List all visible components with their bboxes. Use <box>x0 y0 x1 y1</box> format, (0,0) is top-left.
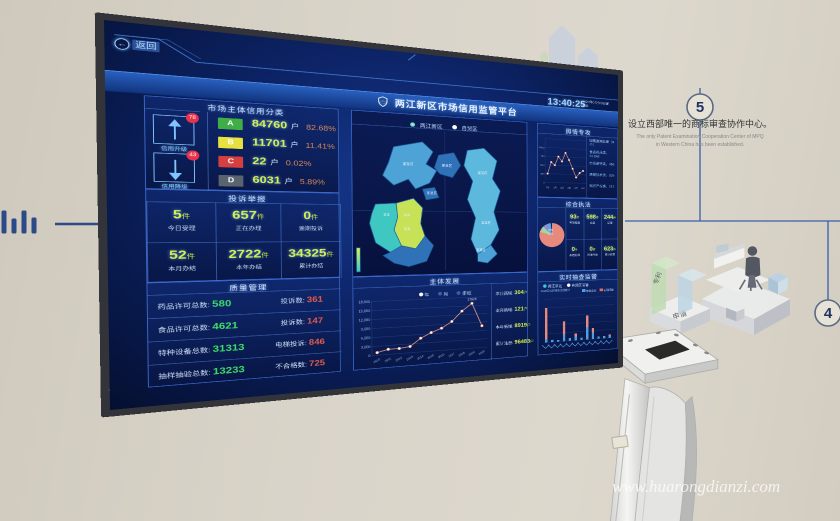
svg-text:12,000: 12,000 <box>359 318 371 322</box>
svg-text:The only Patent Examination Co: The only Patent Examination Cooperation … <box>636 134 763 140</box>
svg-text:2013: 2013 <box>405 355 414 362</box>
svg-text:2020: 2020 <box>478 349 486 355</box>
svg-text:2017: 2017 <box>448 352 456 358</box>
svg-text:750: 750 <box>540 155 544 158</box>
svg-text:6,000: 6,000 <box>361 336 371 340</box>
svg-text:5: 5 <box>696 99 704 116</box>
svg-text:4月: 4月 <box>567 187 570 190</box>
svg-text:3月: 3月 <box>560 187 563 190</box>
svg-text:2016: 2016 <box>437 352 445 359</box>
svg-text:4: 4 <box>824 305 833 322</box>
svg-text:0: 0 <box>368 354 370 358</box>
svg-text:某某: 某某 <box>404 226 411 230</box>
svg-text:设立西部唯一的商标审查协作中心。: 设立西部唯一的商标审查协作中心。 <box>628 118 772 129</box>
svg-text:2月: 2月 <box>553 186 556 189</box>
svg-text:某某: 某某 <box>383 212 390 216</box>
svg-text:2018: 2018 <box>458 351 466 357</box>
svg-text:1月: 1月 <box>546 186 549 189</box>
svg-text:2010: 2010 <box>372 357 381 364</box>
svg-text:in Western China has been esta: in Western China has been established. <box>656 142 744 148</box>
svg-text:1000: 1000 <box>539 146 544 149</box>
svg-text:5月: 5月 <box>575 187 578 190</box>
svg-text:9,000: 9,000 <box>361 327 371 331</box>
svg-text:18,000: 18,000 <box>358 300 370 304</box>
svg-text:500: 500 <box>540 164 544 167</box>
svg-text:2012: 2012 <box>395 356 404 363</box>
svg-text:17924: 17924 <box>467 298 477 302</box>
svg-text:2014: 2014 <box>416 354 424 361</box>
svg-text:6-8: 6-8 <box>582 187 585 190</box>
svg-text:15,000: 15,000 <box>359 309 371 313</box>
svg-text:250: 250 <box>541 173 545 176</box>
svg-text:3,000: 3,000 <box>361 345 371 349</box>
svg-text:专利: 专利 <box>651 271 664 286</box>
svg-text:2011: 2011 <box>384 356 393 363</box>
svg-text:某某: 某某 <box>404 213 411 217</box>
svg-text:0: 0 <box>543 181 544 184</box>
svg-text:2019: 2019 <box>468 350 476 356</box>
svg-text:2015: 2015 <box>427 353 435 360</box>
svg-text:申请: 申请 <box>671 309 687 322</box>
